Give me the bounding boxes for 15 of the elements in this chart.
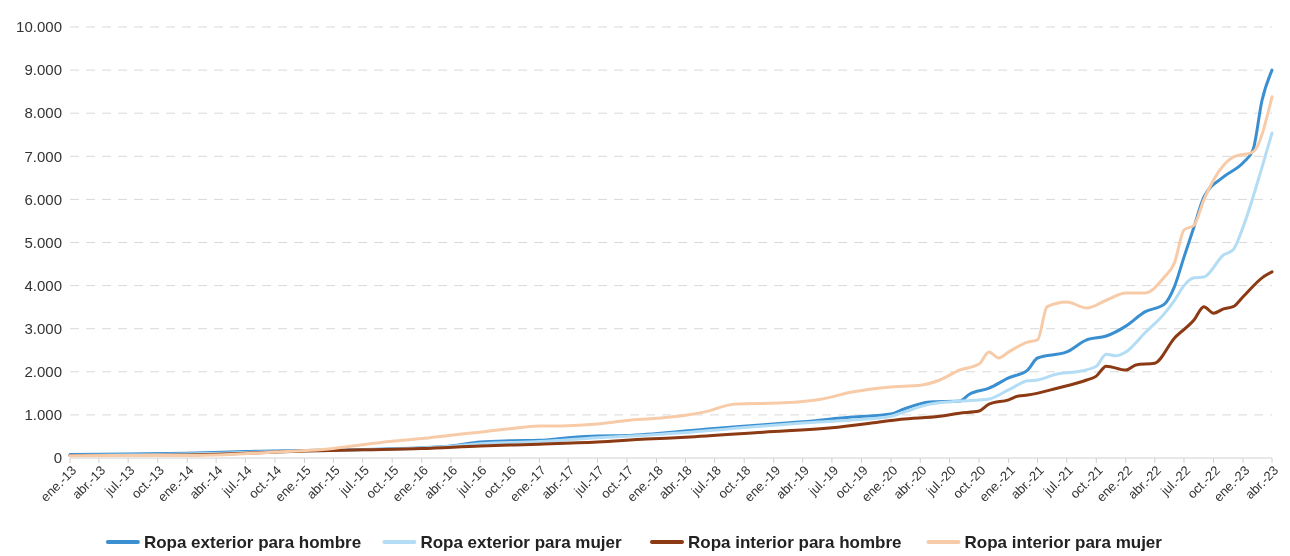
- y-tick-label: 6.000: [24, 190, 62, 208]
- legend-label: Ropa interior para hombre: [688, 532, 902, 552]
- legend-label: Ropa exterior para mujer: [420, 532, 623, 552]
- y-tick-label: 0: [53, 449, 62, 467]
- y-tick-label: 4.000: [24, 276, 62, 294]
- y-tick-label: 9.000: [24, 61, 62, 79]
- y-tick-label: 10.000: [16, 18, 62, 36]
- y-tick-label: 8.000: [24, 104, 62, 122]
- y-tick-label: 5.000: [24, 233, 62, 251]
- y-tick-label: 7.000: [24, 147, 62, 165]
- y-tick-label: 2.000: [24, 363, 62, 381]
- legend-label: Ropa exterior para hombre: [143, 532, 362, 552]
- y-tick-label: 3.000: [24, 319, 62, 337]
- y-tick-label: 1.000: [24, 406, 62, 424]
- legend-label: Ropa interior para mujer: [964, 532, 1163, 552]
